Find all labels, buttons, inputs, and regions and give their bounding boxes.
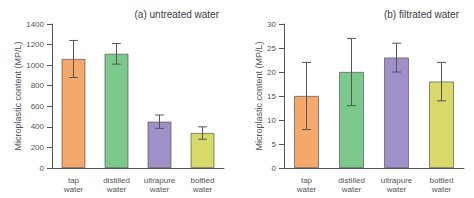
- svg-text:ultrapure: ultrapure: [144, 176, 176, 185]
- svg-text:5: 5: [272, 140, 277, 149]
- svg-text:tap: tap: [301, 176, 313, 185]
- svg-text:water: water: [192, 185, 213, 194]
- svg-text:600: 600: [31, 102, 45, 111]
- svg-text:bottled: bottled: [190, 176, 214, 185]
- svg-text:1000: 1000: [26, 61, 44, 70]
- svg-text:800: 800: [31, 81, 45, 90]
- svg-text:1400: 1400: [26, 20, 44, 29]
- svg-text:water: water: [431, 185, 452, 194]
- svg-text:Microplastic content (MP/L): Microplastic content (MP/L): [13, 41, 23, 150]
- svg-text:20: 20: [267, 68, 276, 77]
- svg-text:bottled: bottled: [429, 176, 453, 185]
- svg-text:(b) filtrated water: (b) filtrated water: [384, 9, 460, 20]
- svg-text:200: 200: [31, 143, 45, 152]
- svg-text:water: water: [106, 185, 127, 194]
- svg-text:400: 400: [31, 122, 45, 131]
- svg-text:water: water: [341, 185, 362, 194]
- svg-text:distilled: distilled: [338, 176, 365, 185]
- svg-text:10: 10: [267, 116, 276, 125]
- svg-text:0: 0: [40, 164, 45, 173]
- svg-text:distilled: distilled: [103, 176, 130, 185]
- svg-text:15: 15: [267, 92, 276, 101]
- svg-text:water: water: [63, 185, 84, 194]
- svg-text:25: 25: [267, 44, 276, 53]
- svg-text:(a) untreated water: (a) untreated water: [135, 9, 220, 20]
- svg-text:water: water: [386, 185, 407, 194]
- svg-text:1200: 1200: [26, 40, 44, 49]
- svg-text:water: water: [149, 185, 170, 194]
- svg-text:30: 30: [267, 20, 276, 29]
- svg-text:ultrapure: ultrapure: [381, 176, 413, 185]
- svg-text:tap: tap: [68, 176, 80, 185]
- svg-text:Microplastic content (MP/L): Microplastic content (MP/L): [254, 41, 264, 150]
- svg-text:0: 0: [272, 164, 277, 173]
- svg-text:water: water: [296, 185, 317, 194]
